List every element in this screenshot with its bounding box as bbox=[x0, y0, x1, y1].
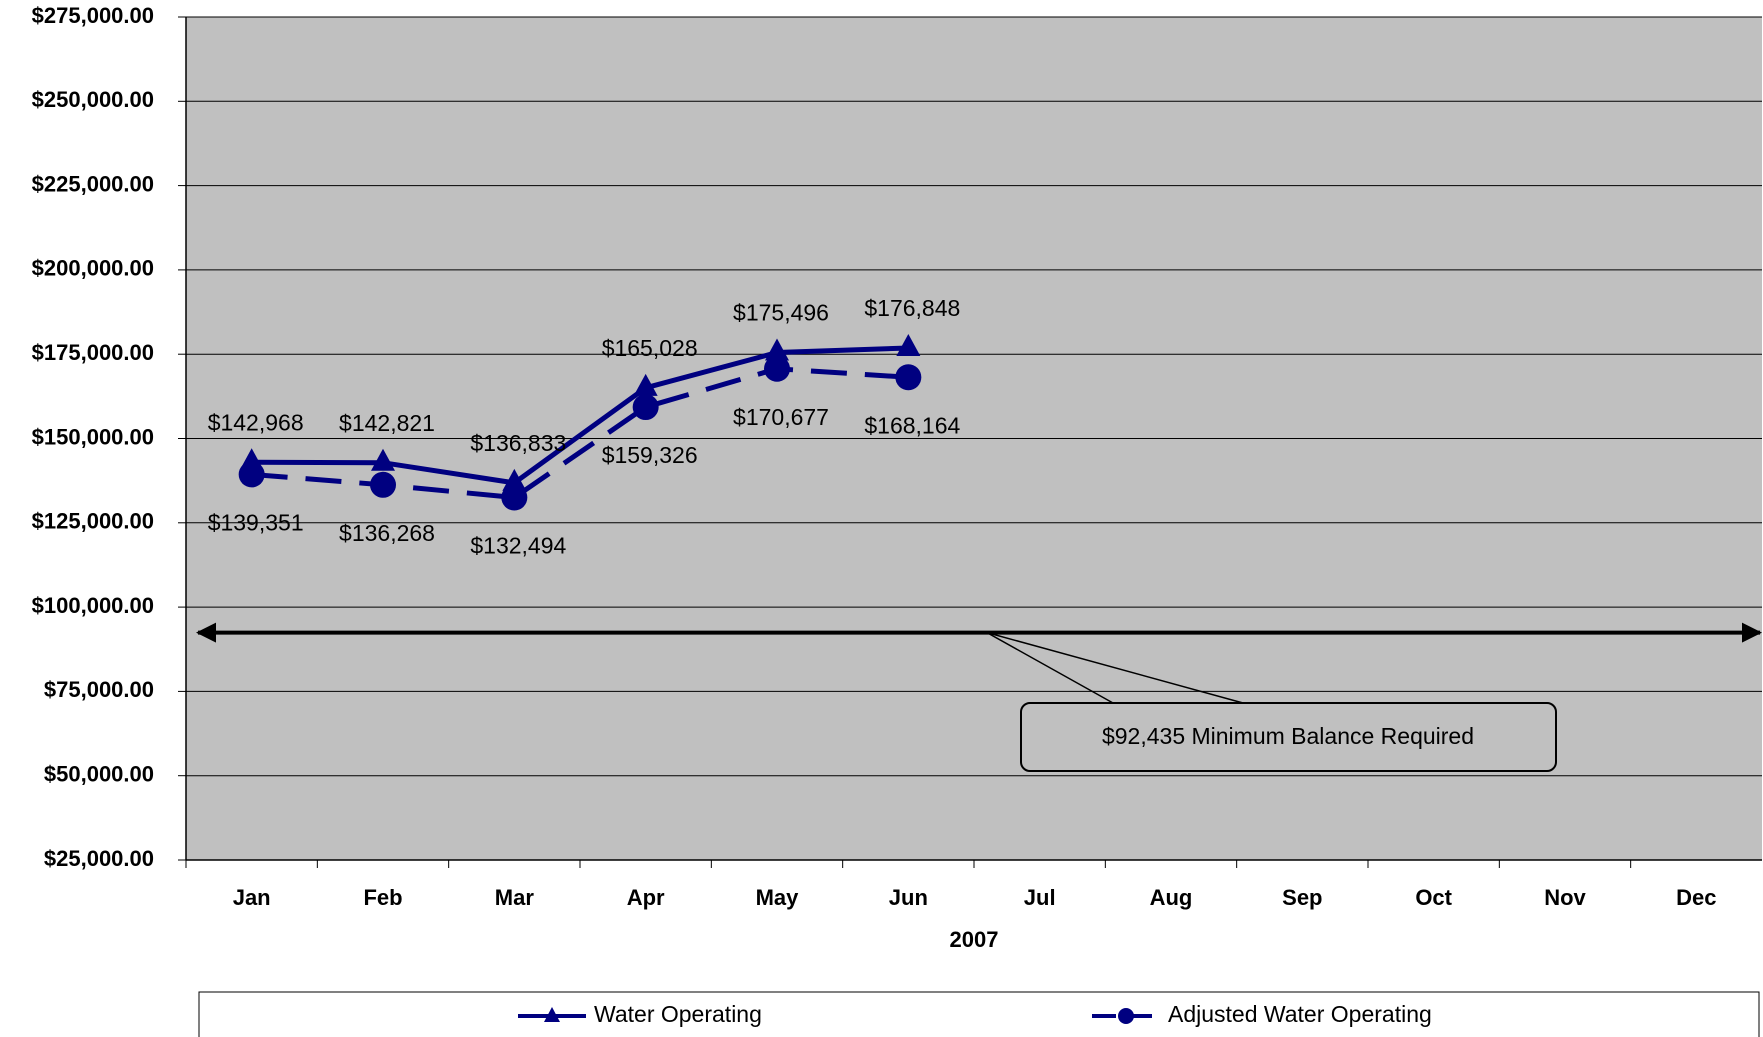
marker-circle bbox=[370, 471, 396, 498]
data-label: $165,028 bbox=[602, 335, 698, 361]
y-tick-label: $275,000.00 bbox=[32, 3, 154, 28]
data-label: $176,848 bbox=[864, 295, 960, 321]
data-label: $170,677 bbox=[733, 404, 829, 430]
series-line bbox=[251, 345, 909, 486]
y-tick-label: $100,000.00 bbox=[32, 593, 154, 618]
callout-box bbox=[1020, 702, 1557, 772]
data-label: $142,968 bbox=[208, 409, 304, 435]
data-label: $168,164 bbox=[864, 412, 960, 438]
marker-triangle bbox=[896, 333, 921, 356]
callout-text: $92,435 Minimum Balance Required bbox=[1102, 723, 1474, 749]
y-tick-label: $175,000.00 bbox=[32, 340, 154, 365]
x-tick-label: Feb bbox=[363, 885, 402, 910]
legend-box bbox=[198, 991, 1760, 1037]
x-tick-label: Sep bbox=[1282, 885, 1322, 910]
y-tick-label: $75,000.00 bbox=[44, 677, 154, 702]
y-tick-label: $125,000.00 bbox=[32, 509, 154, 534]
marker-circle bbox=[632, 394, 659, 421]
x-tick-label: Nov bbox=[1544, 885, 1586, 910]
data-label: $136,833 bbox=[470, 430, 566, 456]
data-label: $159,326 bbox=[602, 442, 698, 468]
marker-circle bbox=[895, 364, 922, 391]
x-tick-label: Oct bbox=[1415, 885, 1452, 910]
y-tick-label: $200,000.00 bbox=[32, 256, 154, 281]
marker-circle bbox=[238, 461, 265, 488]
data-label: $142,821 bbox=[339, 410, 435, 436]
legend-marker bbox=[544, 1007, 560, 1022]
x-tick-label: Aug bbox=[1150, 885, 1193, 910]
x-tick-label: Mar bbox=[495, 885, 535, 910]
y-tick-label: $150,000.00 bbox=[32, 424, 154, 449]
x-tick-label: Apr bbox=[627, 885, 665, 910]
marker-triangle bbox=[633, 373, 658, 396]
data-label: $136,268 bbox=[339, 520, 435, 546]
marker-circle bbox=[501, 484, 528, 511]
callout-pointer bbox=[986, 631, 1244, 704]
marker-triangle bbox=[371, 448, 395, 471]
legend-marker bbox=[1118, 1008, 1134, 1024]
y-tick-label: $50,000.00 bbox=[44, 762, 154, 787]
x-tick-label: Jan bbox=[233, 885, 271, 910]
legend-label: Adjusted Water Operating bbox=[1168, 1001, 1432, 1027]
x-axis-label: 2007 bbox=[950, 927, 999, 952]
data-label: $139,351 bbox=[208, 509, 304, 535]
data-label: $132,494 bbox=[470, 533, 566, 559]
x-tick-label: Dec bbox=[1676, 885, 1716, 910]
x-tick-label: Jun bbox=[889, 885, 928, 910]
series-line bbox=[251, 366, 909, 501]
y-tick-label: $25,000.00 bbox=[44, 846, 154, 871]
marker-triangle bbox=[765, 338, 789, 361]
legend-label: Water Operating bbox=[594, 1001, 762, 1027]
y-tick-label: $250,000.00 bbox=[32, 87, 154, 112]
marker-triangle bbox=[502, 468, 527, 491]
marker-circle bbox=[764, 355, 790, 382]
y-tick-label: $225,000.00 bbox=[32, 171, 154, 196]
x-tick-label: May bbox=[756, 885, 800, 910]
x-tick-label: Jul bbox=[1024, 885, 1056, 910]
data-label: $175,496 bbox=[733, 300, 829, 326]
